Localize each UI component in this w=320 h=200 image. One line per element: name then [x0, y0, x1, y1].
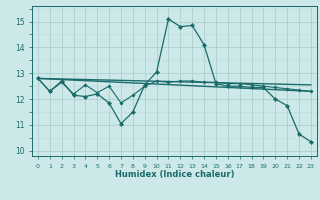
- X-axis label: Humidex (Indice chaleur): Humidex (Indice chaleur): [115, 170, 234, 179]
